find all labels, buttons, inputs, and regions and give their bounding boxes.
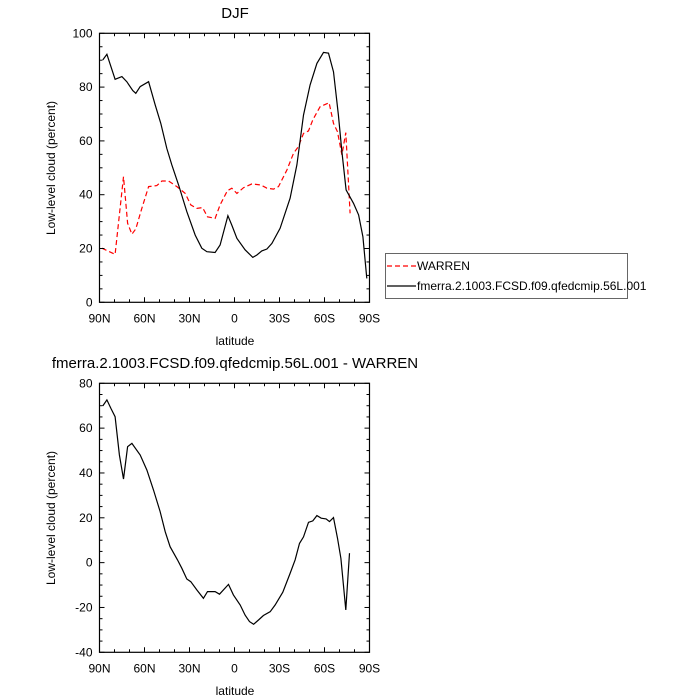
bottom-chart-title: fmerra.2.1003.FCSD.f09.qfedcmip.56L.001 … — [52, 355, 418, 372]
x-tick-label: 30S — [269, 661, 290, 675]
x-tick-label: 60S — [314, 311, 335, 325]
x-tick-label: 60N — [133, 311, 155, 325]
x-tick-label: 90N — [88, 661, 110, 675]
series-line-1 — [102, 51, 368, 279]
series-line-0 — [102, 398, 351, 626]
x-tick-label: 0 — [231, 661, 238, 675]
x-tick-label: 0 — [231, 311, 238, 325]
y-tick-label: 0 — [86, 295, 93, 309]
legend-box — [385, 253, 628, 299]
x-tick-label: 90S — [359, 661, 380, 675]
y-tick-label: -20 — [75, 600, 93, 614]
chart-bottom: 90N 60N 30N 0 30S 60S 90S -40 -20 0 20 40 60 80 — [75, 376, 380, 675]
y-tick-label: 80 — [79, 80, 93, 94]
y-tick-label: 40 — [79, 466, 93, 480]
y-tick-label: 60 — [79, 421, 93, 435]
x-tick-label: 60N — [133, 661, 155, 675]
y-tick-label: 80 — [79, 376, 93, 390]
y-tick-label: -40 — [75, 645, 93, 659]
plot-frame — [98, 32, 371, 303]
legend-label-model: fmerra.2.1003.FCSD.f09.qfedcmip.56L.001 — [417, 279, 647, 293]
legend-label-warren: WARREN — [417, 259, 470, 273]
y-tick-label: 60 — [79, 134, 93, 148]
x-tick-label: 30N — [178, 661, 200, 675]
legend: WARREN fmerra.2.1003.FCSD.f09.qfedcmip.5… — [385, 253, 647, 299]
x-tick-label: 90N — [88, 311, 110, 325]
series-line-0 — [101, 101, 351, 256]
x-tick-label: 90S — [359, 311, 380, 325]
bottom-y-label: Low-level cloud (percent) — [44, 451, 58, 585]
bottom-x-label: latitude — [216, 684, 255, 698]
y-tick-label: 20 — [79, 242, 93, 256]
plot-frame — [98, 382, 371, 653]
x-tick-label: 30S — [269, 311, 290, 325]
top-y-label: Low-level cloud (percent) — [44, 101, 58, 235]
y-tick-label: 40 — [79, 188, 93, 202]
chart-top: 90N 60N 30N 0 30S 60S 90S 0 20 40 60 80 100 — [72, 26, 380, 325]
x-tick-label: 60S — [314, 661, 335, 675]
top-x-label: latitude — [216, 334, 255, 348]
top-chart-title: DJF — [221, 5, 249, 22]
y-tick-label: 20 — [79, 511, 93, 525]
x-tick-label: 30N — [178, 311, 200, 325]
y-tick-label: 0 — [86, 556, 93, 570]
y-tick-label: 100 — [72, 26, 92, 40]
